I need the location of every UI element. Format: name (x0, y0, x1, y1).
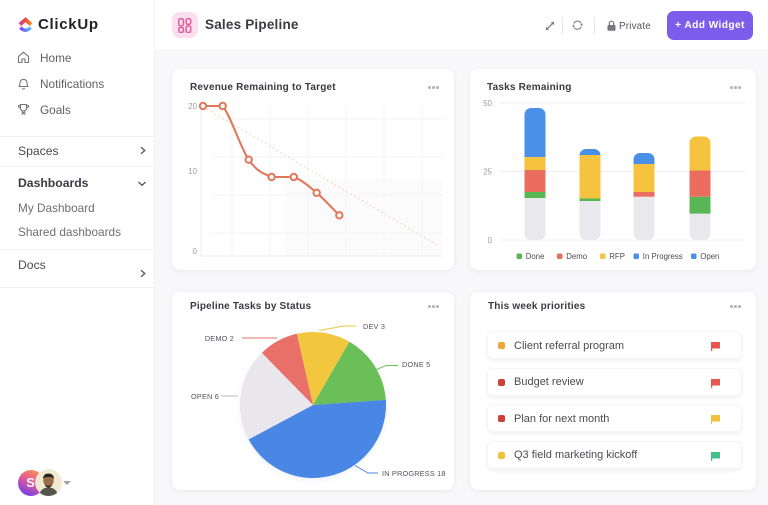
svg-text:Done: Done (526, 252, 545, 261)
svg-text:RFP: RFP (609, 252, 625, 261)
svg-text:Open: Open (700, 252, 719, 261)
svg-text:DEMO 2: DEMO 2 (205, 334, 234, 343)
svg-text:20: 20 (188, 102, 197, 111)
svg-text:0: 0 (488, 236, 493, 245)
svg-text:OPEN 6: OPEN 6 (191, 392, 219, 401)
svg-text:0: 0 (193, 247, 198, 256)
svg-text:In Progress: In Progress (643, 252, 683, 261)
svg-text:50: 50 (483, 99, 492, 108)
svg-text:IN PROGRESS 18: IN PROGRESS 18 (382, 469, 446, 478)
svg-text:25: 25 (483, 168, 492, 177)
svg-text:DEV 3: DEV 3 (363, 322, 385, 331)
svg-text:DONE 5: DONE 5 (402, 360, 430, 369)
svg-text:10: 10 (188, 167, 197, 176)
svg-text:Demo: Demo (566, 252, 587, 261)
